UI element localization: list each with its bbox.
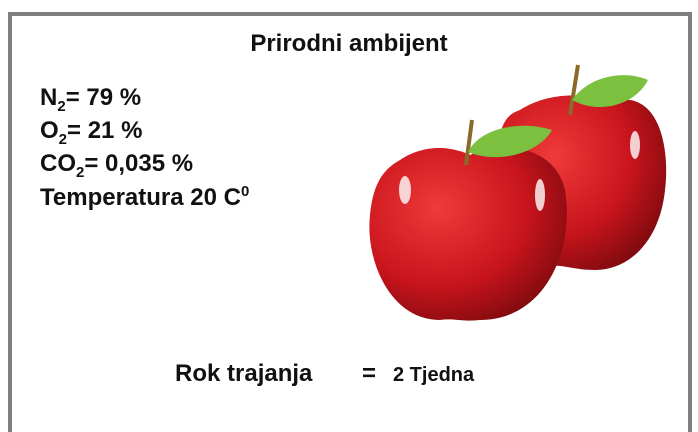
amount: = 0,035 %	[84, 150, 193, 177]
apples-illustration	[0, 0, 698, 432]
composition-line: CO2= 0,035 %	[40, 150, 193, 181]
shelf-life-value: 2 Tjedna	[393, 364, 474, 387]
page: Prirodni ambijent N2= 79 %O2= 21 %CO2= 0…	[0, 0, 698, 432]
composition-line: N2= 79 %	[40, 84, 141, 115]
shelf-life-label: Rok trajanja	[175, 360, 312, 388]
subscript: 2	[59, 131, 67, 148]
superscript: 0	[241, 183, 249, 200]
highlight	[630, 131, 640, 159]
formula: O	[40, 117, 59, 144]
highlight	[535, 179, 545, 211]
composition-line: Temperatura 20 C0	[40, 183, 249, 212]
title: Prirodni ambijent	[0, 30, 698, 58]
highlight	[399, 176, 411, 204]
formula: Temperatura 20 C	[40, 184, 241, 211]
front-apple	[369, 147, 567, 320]
formula: CO	[40, 150, 76, 177]
amount: = 21 %	[67, 117, 142, 144]
equals: =	[362, 360, 376, 388]
amount: = 79 %	[66, 84, 141, 111]
composition-line: O2= 21 %	[40, 117, 142, 148]
formula: N	[40, 84, 57, 111]
subscript: 2	[57, 98, 65, 115]
